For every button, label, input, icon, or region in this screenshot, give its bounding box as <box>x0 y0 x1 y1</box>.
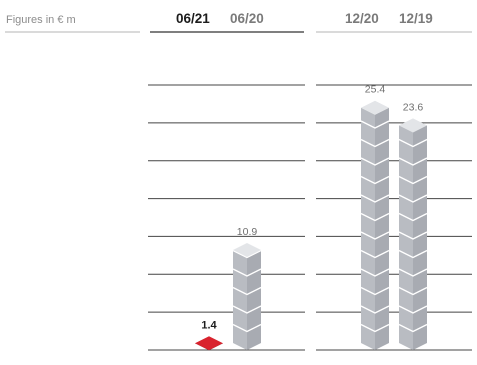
header-period-prior-year: 12/19 <box>399 11 433 26</box>
bars <box>195 100 428 351</box>
bar-top-face <box>399 118 427 133</box>
gridlines <box>148 84 472 351</box>
bar-12-20 <box>360 100 390 350</box>
bar-right-face <box>247 250 261 350</box>
bar-block-seam <box>398 286 428 296</box>
bar-top-face <box>233 243 261 258</box>
bar-block-seam <box>232 249 262 259</box>
value-label-06-21: 1.4 <box>201 319 217 331</box>
bar-block-seam <box>398 138 428 148</box>
bar-top-face <box>361 100 389 115</box>
bar-block-seam <box>360 231 390 240</box>
value-label-12-19: 23.6 <box>403 101 424 113</box>
bar-block-seam <box>360 138 390 148</box>
bar-block-seam <box>398 194 428 203</box>
bar-block-seam <box>232 268 262 277</box>
bar-06-20 <box>232 243 262 350</box>
bar-block-seam <box>398 249 428 259</box>
bar-block-seam <box>398 231 428 240</box>
bar-12-19 <box>398 118 428 351</box>
bar-block-seam <box>398 212 428 222</box>
unit-label: Figures in € m <box>6 14 76 26</box>
value-labels: 1.4 10.9 25.4 23.6 <box>201 84 423 332</box>
bar-block-seam <box>360 268 390 277</box>
bar-block-seam <box>232 323 262 333</box>
bar-block-seam <box>360 175 390 185</box>
header-period-prior-half: 06/20 <box>230 11 264 26</box>
bar-block-seam <box>398 323 428 333</box>
value-label-12-20: 25.4 <box>365 84 386 96</box>
bar-block-seam <box>398 175 428 185</box>
bar-left-face <box>233 250 247 350</box>
header-period-current-year: 12/20 <box>345 11 379 26</box>
bar-block-seam <box>360 323 390 333</box>
bar-right-face <box>375 107 389 350</box>
header-period-current-half: 06/21 <box>176 11 210 26</box>
bar-block-seam <box>398 268 428 277</box>
bar-06-21 <box>195 336 223 351</box>
bar-block-seam <box>360 120 390 129</box>
bar-block-seam <box>360 157 390 166</box>
bar-block-seam <box>360 249 390 259</box>
bar-block-seam <box>398 305 428 314</box>
bar-block-seam <box>360 194 390 203</box>
bar-left-face <box>361 107 375 350</box>
value-label-06-20: 10.9 <box>237 226 258 238</box>
bar-top-face <box>195 336 223 351</box>
bar-block-seam <box>360 212 390 222</box>
bar-block-seam <box>360 305 390 314</box>
bar-block-seam <box>398 157 428 166</box>
bar-block-seam <box>360 286 390 296</box>
bar-block-seam <box>232 305 262 314</box>
bar-block-seam <box>232 286 262 296</box>
